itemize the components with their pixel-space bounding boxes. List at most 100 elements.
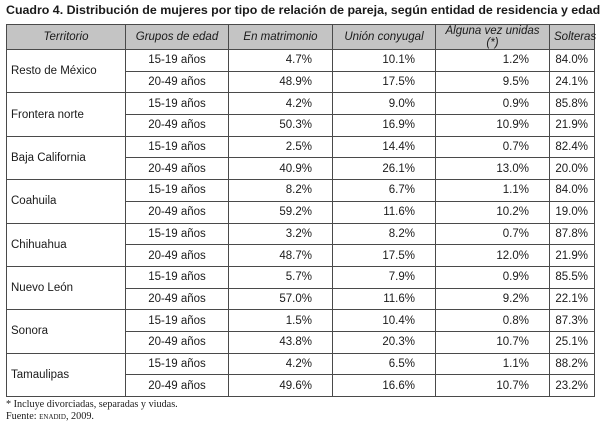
matrimonio-cell: 4.2% [228, 352, 333, 376]
header-matrimonio: En matrimonio [228, 24, 333, 50]
grupo-edad-cell: 20-49 años [125, 244, 229, 267]
grupo-edad-cell: 15-19 años [125, 222, 229, 246]
matrimonio-cell: 4.7% [228, 49, 333, 72]
header-alguna-vez-unidas: Alguna vez unidas (*) [435, 24, 550, 50]
union-conyugal-cell: 16.9% [332, 114, 436, 137]
territorio-cell: Resto de México [6, 48, 126, 94]
solteras-cell: 82.4% [549, 135, 595, 159]
solteras-cell: 84.0% [549, 49, 595, 72]
table-row: Tamaulipas 15-19 años 4.2% 6.5% 1.1% 88.2% [6, 352, 595, 398]
union-conyugal-cell: 11.6% [332, 200, 436, 224]
matrimonio-cell: 8.2% [228, 179, 333, 202]
alguna-vez-unidas-cell: 10.2% [435, 200, 550, 224]
grupo-edad-cell: 15-19 años [125, 135, 229, 159]
territorio-cell: Coahuila [6, 179, 126, 224]
grupo-edad-cell: 15-19 años [125, 179, 229, 202]
alguna-vez-unidas-cell: 0.7% [435, 222, 550, 246]
solteras-cell: 23.2% [549, 374, 595, 397]
matrimonio-cell: 57.0% [228, 287, 333, 311]
solteras-cell: 87.8% [549, 222, 595, 246]
union-conyugal-cell: 6.5% [332, 352, 436, 376]
grupo-edad-cell: 15-19 años [125, 265, 229, 289]
solteras-cell: 87.3% [549, 309, 595, 332]
alguna-vez-unidas-cell: 0.7% [435, 135, 550, 159]
grupo-edad-cell: 15-19 años [125, 309, 229, 332]
territorio-cell: Tamaulipas [6, 352, 126, 398]
matrimonio-cell: 43.8% [228, 330, 333, 354]
solteras-cell: 21.9% [549, 244, 595, 267]
source-suffix: , 2009. [65, 411, 94, 422]
alguna-vez-unidas-cell: 10.7% [435, 374, 550, 397]
solteras-cell: 22.1% [549, 287, 595, 311]
alguna-vez-unidas-cell: 0.8% [435, 309, 550, 332]
header-territorio: Territorio [6, 24, 126, 50]
grupo-edad-cell: 20-49 años [125, 200, 229, 224]
table-row: 20-49 años 49.6% 16.6% 10.7% 23.2% [7, 374, 595, 397]
solteras-cell: 85.5% [549, 265, 595, 289]
data-table: Territorio Grupos de edad En matrimonio … [6, 24, 596, 398]
union-conyugal-cell: 8.2% [332, 222, 436, 246]
table-row: Nuevo León 15-19 años 5.7% 7.9% 0.9% 85.5% [6, 265, 595, 311]
header-row: Territorio Grupos de edad En matrimonio … [6, 24, 596, 50]
header-union-conyugal: Unión conyugal [332, 24, 436, 50]
grupo-edad-cell: 20-49 años [125, 114, 229, 137]
matrimonio-cell: 50.3% [228, 114, 333, 137]
matrimonio-cell: 48.9% [228, 70, 333, 94]
table-row: Coahuila 15-19 años 8.2% 6.7% 1.1% 84.0% [6, 179, 595, 224]
solteras-cell: 21.9% [549, 114, 595, 137]
solteras-cell: 85.8% [549, 92, 595, 116]
table-body: Resto de México 15-19 años 4.7% 10.1% 1.2% 84… [6, 48, 595, 398]
source-note: Fuente: enadid, 2009. [6, 411, 94, 422]
table-row: 20-49 años 59.2% 11.6% 10.2% 19.0% [7, 200, 595, 224]
alguna-vez-unidas-cell: 9.2% [435, 287, 550, 311]
union-conyugal-cell: 20.3% [332, 330, 436, 354]
grupo-edad-cell: 20-49 años [125, 374, 229, 397]
solteras-cell: 24.1% [549, 70, 595, 94]
alguna-vez-unidas-cell: 12.0% [435, 244, 550, 267]
grupo-edad-cell: 20-49 años [125, 70, 229, 94]
matrimonio-cell: 49.6% [228, 374, 333, 397]
table-row: Sonora 15-19 años 1.5% 10.4% 0.8% 87.3% [6, 309, 595, 354]
table-row: Resto de México 15-19 años 4.7% 10.1% 1.2% 84… [6, 48, 595, 94]
solteras-cell: 84.0% [549, 179, 595, 202]
union-conyugal-cell: 7.9% [332, 265, 436, 289]
grupo-edad-cell: 15-19 años [125, 49, 229, 72]
matrimonio-cell: 4.2% [228, 92, 333, 116]
union-conyugal-cell: 17.5% [332, 244, 436, 267]
table-row: 20-49 años 50.3% 16.9% 10.9% 21.9% [7, 114, 595, 137]
union-conyugal-cell: 17.5% [332, 70, 436, 94]
matrimonio-cell: 48.7% [228, 244, 333, 267]
alguna-vez-unidas-cell: 9.5% [435, 70, 550, 94]
alguna-vez-unidas-cell: 1.2% [435, 49, 550, 72]
table-title: Cuadro 4. Distribución de mujeres por ti… [6, 3, 600, 17]
footnote: * Incluye divorciadas, separadas y viuda… [6, 399, 178, 410]
alguna-vez-unidas-cell: 13.0% [435, 157, 550, 181]
header-solteras: Solteras [549, 24, 596, 50]
matrimonio-cell: 59.2% [228, 200, 333, 224]
solteras-cell: 88.2% [549, 352, 595, 376]
table-row: 20-49 años 48.7% 17.5% 12.0% 21.9% [7, 244, 595, 267]
solteras-cell: 19.0% [549, 200, 595, 224]
solteras-cell: 20.0% [549, 157, 595, 181]
alguna-vez-unidas-cell: 0.9% [435, 265, 550, 289]
source-prefix: Fuente: [6, 411, 40, 422]
union-conyugal-cell: 26.1% [332, 157, 436, 181]
union-conyugal-cell: 10.1% [332, 49, 436, 72]
source-name: enadid [39, 411, 66, 422]
grupo-edad-cell: 20-49 años [125, 157, 229, 181]
matrimonio-cell: 2.5% [228, 135, 333, 159]
table-row: Baja California 15-19 años 2.5% 14.4% 0.7% 82… [6, 135, 595, 181]
solteras-cell: 25.1% [549, 330, 595, 354]
union-conyugal-cell: 6.7% [332, 179, 436, 202]
matrimonio-cell: 5.7% [228, 265, 333, 289]
matrimonio-cell: 40.9% [228, 157, 333, 181]
table-row: Chihuahua 15-19 años 3.2% 8.2% 0.7% 87.8% [6, 222, 595, 267]
alguna-vez-unidas-cell: 10.7% [435, 330, 550, 354]
union-conyugal-cell: 14.4% [332, 135, 436, 159]
header-grupos-edad: Grupos de edad [125, 24, 229, 50]
table-row: 20-49 años 40.9% 26.1% 13.0% 20.0% [7, 157, 595, 181]
alguna-vez-unidas-cell: 0.9% [435, 92, 550, 116]
alguna-vez-unidas-cell: 1.1% [435, 179, 550, 202]
territorio-cell: Sonora [6, 309, 126, 354]
grupo-edad-cell: 15-19 años [125, 92, 229, 116]
